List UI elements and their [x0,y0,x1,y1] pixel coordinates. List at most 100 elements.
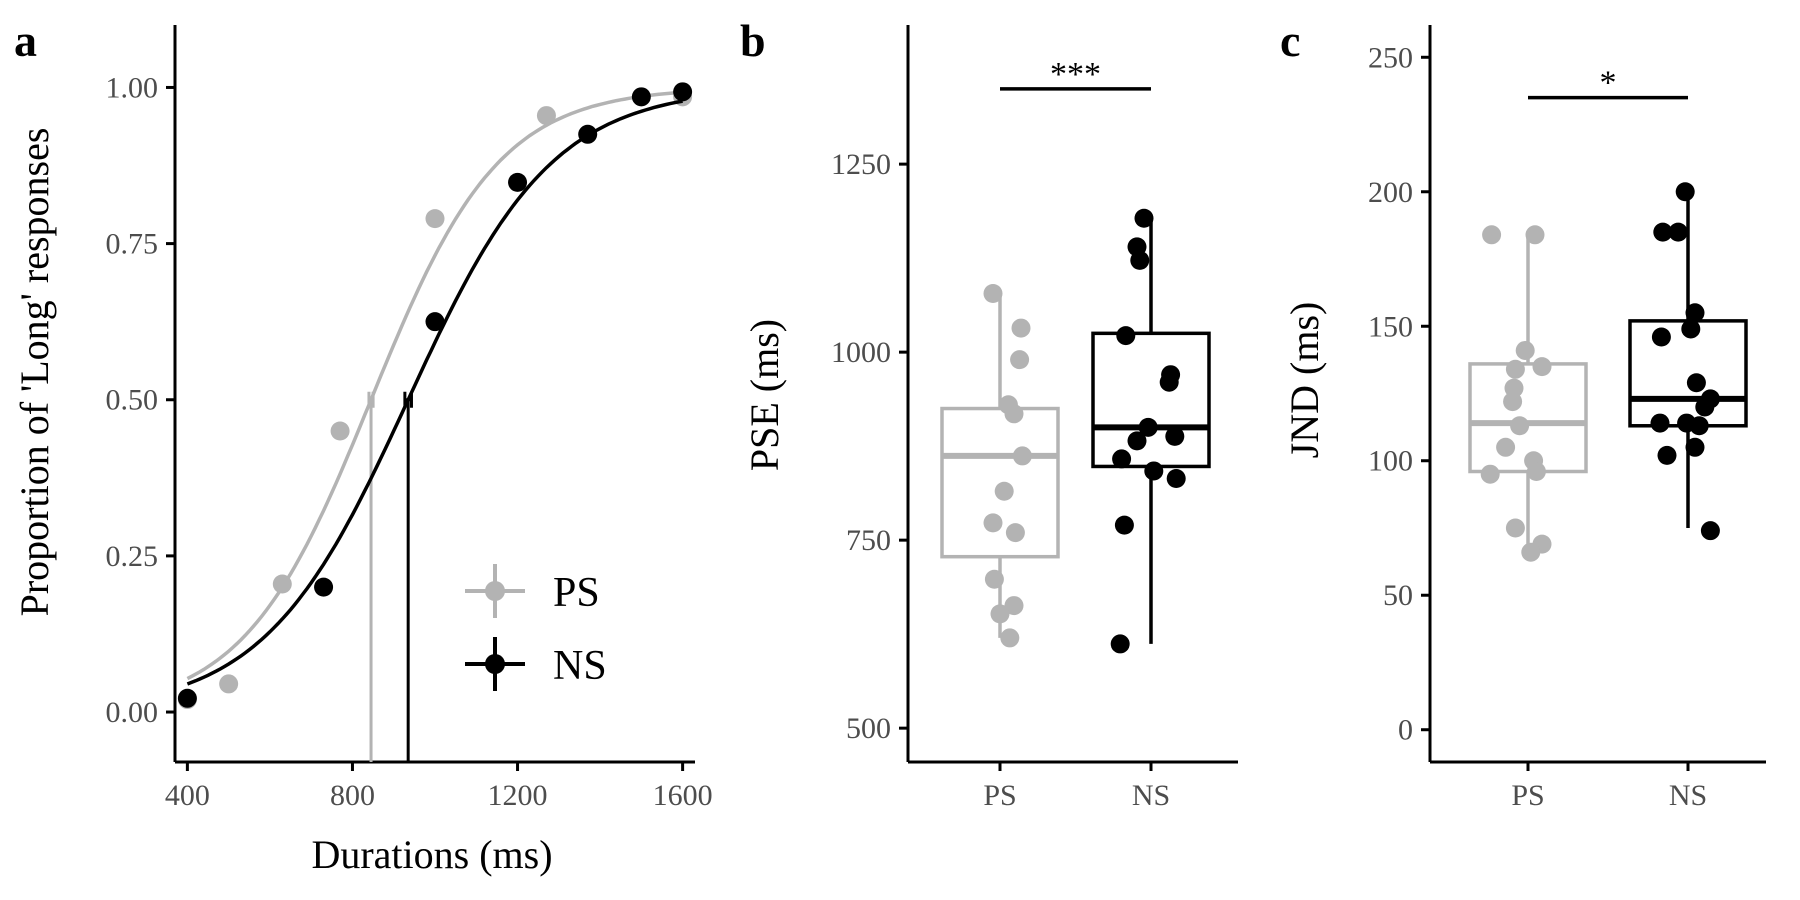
ns-data-point [1110,634,1130,654]
legend-ps-point [485,581,505,601]
x-tick-label: 800 [330,779,375,812]
legend-ns-label: NS [553,643,607,689]
x-tick-label: 1600 [653,779,713,812]
y-tick-label: 1000 [831,336,891,369]
x-tick-label: PS [1511,779,1544,812]
panel-b-ylabel: PSE (ms) [742,319,787,471]
ps-box [940,406,1060,559]
ns-data-point [1675,182,1695,202]
x-tick-label: 400 [165,779,210,812]
ps-data-point [330,421,350,441]
y-tick-label: 0.75 [106,228,159,261]
ns-data-point [1700,521,1720,541]
ps-data-point [983,283,1003,303]
ns-data-point [1144,461,1164,481]
ns-data-point [631,87,651,107]
ns-data-point [1695,397,1715,417]
ns-data-point [1166,468,1186,488]
ps-data-point [1000,628,1020,648]
ns-data-point [1127,431,1147,451]
y-tick-label: 100 [1368,445,1413,478]
ps-data-point [1010,350,1030,370]
significance-label: * [1600,65,1617,102]
ps-data-point [219,674,239,694]
panel-b-label: b [740,15,766,66]
ns-data-point [578,124,598,144]
ns-data-point [314,577,334,597]
ps-data-point [1515,340,1535,360]
x-tick-label: NS [1669,779,1707,812]
ns-data-point [1686,373,1706,393]
ps-data-point [1510,416,1530,436]
panel-c-plot: 0 50 100 150 200 250 PS NS * [1368,25,1766,812]
ps-data-point [425,209,445,229]
ps-data-point [994,481,1014,501]
ns-data-point [1685,437,1705,457]
panel-c: c JND (ms) 0 50 100 150 200 250 PS NS * [1280,15,1766,812]
significance-label: *** [1050,56,1101,93]
ps-data-point [1496,437,1516,457]
ns-data-point [1159,372,1179,392]
ps-data-point [1503,392,1523,412]
y-tick-label: 0 [1398,714,1413,747]
ns-data-point [1653,222,1673,242]
panel-a-legend: PS NS [465,564,607,691]
panel-c-label: c [1280,15,1300,66]
ps-data-point [1505,359,1525,379]
y-tick-label: 150 [1368,310,1413,343]
ps-data-point [1525,225,1545,245]
ns-data-point [177,688,197,708]
ns-data-point [1689,416,1709,436]
ps-data-point [1482,225,1502,245]
x-tick-label: 1200 [488,779,548,812]
y-tick-label: 0.25 [106,540,159,573]
y-tick-label: 0.50 [106,384,159,417]
y-tick-label: 1.00 [106,71,159,104]
x-tick-label: PS [983,779,1016,812]
ps-data-point [1532,357,1552,377]
ns-data-point [1685,303,1705,323]
ns-data-point [1138,417,1158,437]
panel-c-ylabel: JND (ms) [1282,302,1327,459]
panel-a: a Durations (ms) Proportion of 'Long' re… [12,15,713,877]
ns-data-point [425,312,445,332]
panel-a-ylabel: Proportion of 'Long' responses [12,128,57,617]
ps-data-point [272,574,292,594]
panel-b: b PSE (ms) 500 750 1000 1250 PS NS *** [740,15,1238,812]
ns-data-point [1112,449,1132,469]
ps-data-point [1011,318,1031,338]
ps-data-point [1012,446,1032,466]
y-tick-label: 0.00 [106,696,159,729]
ns-data-point [1116,326,1136,346]
ns-data-point [1650,413,1670,433]
legend-ns-point [485,654,505,674]
ps-data-point [990,604,1010,624]
panel-a-label: a [14,15,37,66]
ps-data-point [1004,404,1024,424]
y-tick-label: 500 [846,712,891,745]
ns-box [1091,331,1211,469]
ps-fit-curve [186,90,683,681]
y-tick-label: 1250 [831,148,891,181]
ps-data-point [1004,596,1024,616]
x-tick-label: NS [1132,779,1170,812]
ns-data-point [1130,250,1150,270]
legend-ps-label: PS [553,570,600,616]
ps-data-point [1480,464,1500,484]
panel-a-plot: 0.00 0.25 0.50 0.75 1.00 400 800 1200 1600 [106,25,713,812]
y-tick-label: 750 [846,524,891,557]
ps-data-point [536,106,556,126]
ps-data-point [984,569,1004,589]
ns-data-point [1651,327,1671,347]
ps-data-point [1005,523,1025,543]
ns-fit-curve [186,99,683,686]
y-tick-label: 50 [1383,579,1413,612]
ns-data-point [1114,515,1134,535]
ns-data-point [1668,222,1688,242]
ns-data-point [1165,426,1185,446]
ns-data-point [1657,445,1677,465]
ps-data-point [1526,462,1546,482]
ns-data-point [1134,208,1154,228]
y-tick-label: 200 [1368,176,1413,209]
